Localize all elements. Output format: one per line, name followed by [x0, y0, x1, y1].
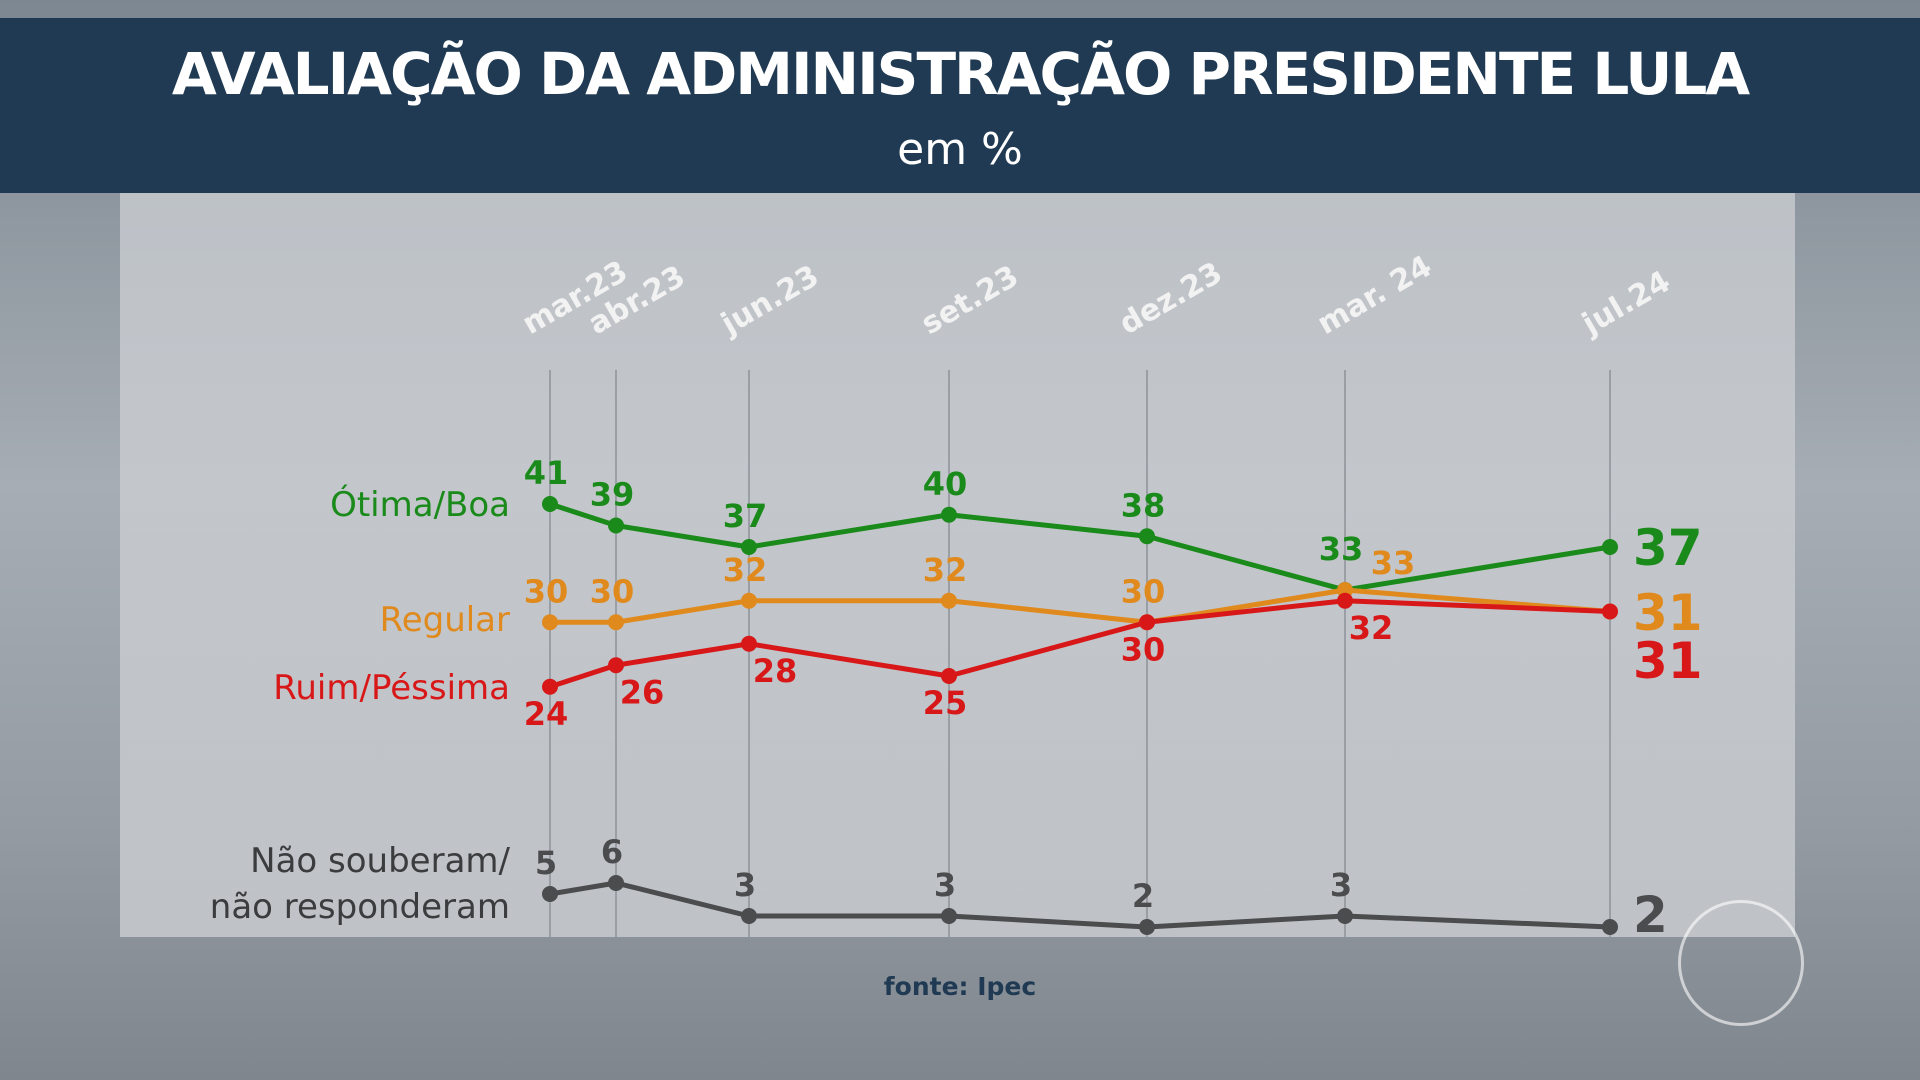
data-point [1602, 603, 1618, 620]
data-point [1139, 614, 1155, 631]
series-line [549, 880, 1611, 930]
chart-title: AVALIAÇÃO DA ADMINISTRAÇÃO PRESIDENTE LU… [171, 40, 1750, 108]
data-label: 38 [1121, 486, 1166, 524]
x-tick-label: jul.24 [1576, 264, 1677, 342]
data-point [608, 657, 624, 674]
data-point [1139, 919, 1155, 935]
final-value-label: 37 [1633, 519, 1703, 577]
final-value-label: 2 [1633, 886, 1668, 944]
data-point [741, 908, 757, 924]
data-label: 33 [1371, 544, 1416, 582]
data-point [741, 635, 757, 652]
series-line [549, 501, 1611, 593]
data-label: 6 [601, 833, 623, 871]
data-label: 3 [1330, 866, 1352, 904]
x-tick-label: dez.23 [1114, 255, 1229, 342]
data-point [542, 886, 558, 902]
data-point [542, 678, 558, 695]
data-label: 5 [535, 844, 557, 882]
source-note: fonte: Ipec [883, 972, 1037, 1001]
data-label: 25 [923, 684, 968, 722]
data-label: 41 [524, 454, 569, 492]
final-value-label: 31 [1633, 632, 1703, 690]
x-tick-label: mar. 24 [1312, 249, 1438, 342]
data-point [608, 614, 624, 631]
data-label: 39 [590, 476, 635, 514]
chart-panel [120, 193, 1795, 937]
series-name-label: Ótima/Boa [330, 484, 510, 525]
series-name-label: Não souberam/ [250, 841, 510, 881]
data-label: 37 [723, 497, 768, 535]
data-label: 2 [1132, 877, 1154, 915]
chart-subtitle: em % [897, 124, 1023, 175]
data-label: 32 [723, 551, 768, 589]
data-label: 32 [923, 551, 968, 589]
data-label: 30 [524, 572, 569, 610]
data-point [1337, 592, 1353, 609]
final-value-label: 31 [1633, 584, 1703, 642]
data-label: 3 [934, 866, 956, 904]
data-point [1602, 539, 1618, 555]
series-name-label: Ruim/Péssima [273, 668, 510, 708]
data-point [1602, 919, 1618, 935]
data-point [741, 592, 757, 609]
x-tick-label: jun.23 [715, 259, 825, 343]
data-label: 26 [620, 673, 665, 711]
data-point [941, 592, 957, 609]
data-label: 30 [1121, 572, 1166, 610]
data-label: 33 [1319, 530, 1364, 568]
data-point [1337, 908, 1353, 924]
data-label: 40 [923, 465, 968, 503]
data-label: 30 [1121, 630, 1166, 668]
data-label: 3 [734, 866, 756, 904]
data-point [542, 614, 558, 631]
data-point [608, 875, 624, 891]
data-label: 32 [1349, 609, 1394, 647]
data-point [941, 506, 957, 523]
header-bar [0, 18, 1920, 193]
data-label: 24 [524, 695, 569, 733]
data-point [542, 496, 558, 512]
data-point [941, 668, 957, 684]
data-point [941, 908, 957, 924]
x-tick-label: set.23 [916, 259, 1025, 342]
data-label: 28 [753, 652, 798, 690]
data-point [1139, 528, 1155, 545]
series-name-label: Regular [380, 600, 510, 640]
series-name-label: não responderam [210, 887, 510, 927]
data-label: 30 [590, 572, 635, 610]
data-point [741, 539, 757, 555]
broadcaster-logo [1678, 900, 1804, 1026]
data-point [608, 517, 624, 534]
